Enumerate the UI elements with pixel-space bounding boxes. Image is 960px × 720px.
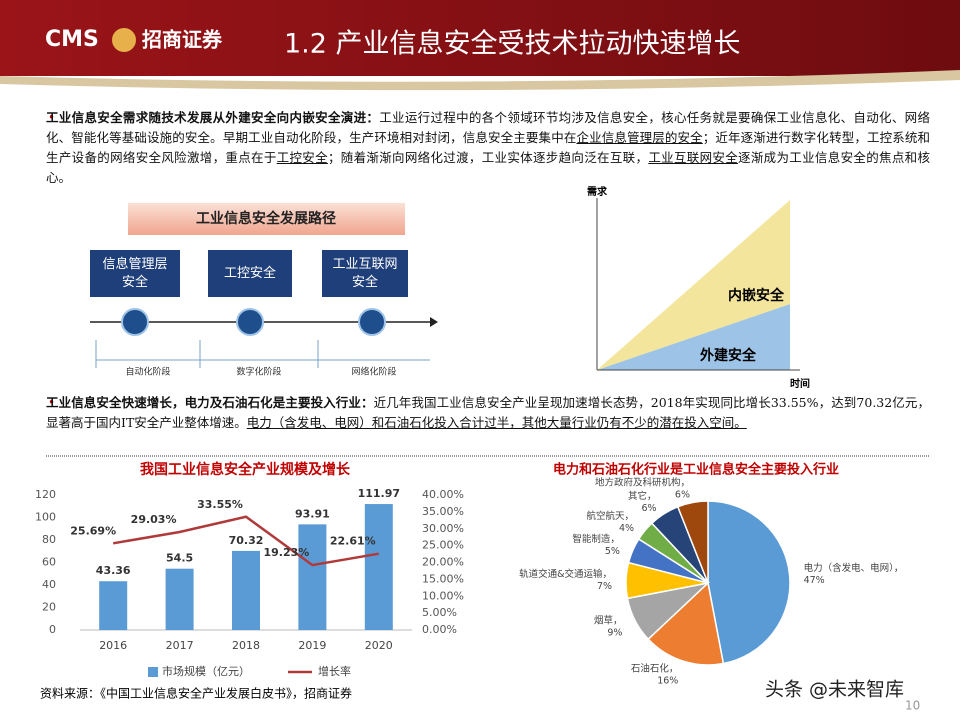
lead: 工业信息安全需求随技术发展从外建安全向内嵌安全演进： (46, 110, 380, 125)
y2-tick-label: 35.00% (422, 505, 464, 518)
underlined-text: 企业信息管理层的安全 (576, 130, 703, 145)
y2-tick-label: 10.00% (422, 589, 464, 602)
area-label: 外建安全 (700, 347, 757, 364)
underlined-text: 工控安全 (276, 150, 328, 165)
x-tick-label: 2017 (166, 639, 194, 652)
slice-label: 其它， 6% (628, 489, 657, 513)
slice-label: 石油石化， 16% (631, 662, 679, 686)
slice-label: 烟草， 9% (594, 614, 623, 638)
y-tick-label: 60 (42, 556, 56, 569)
paragraph: 工业信息安全快速增长，电力及石油石化是主要投入行业：近几年我国工业信息安全产业呈… (46, 393, 930, 433)
bar (232, 550, 260, 630)
axis-label: 时间 (790, 377, 810, 390)
pie-slice (676, 500, 709, 584)
data-label: 43.36 (96, 564, 131, 577)
header-rule (0, 70, 960, 91)
y2-tick-label: 20.00% (422, 556, 464, 569)
underlined-text: 电力（含发电、电网）和石油石化投入合计过半，其他大量行业仍有不少的潜在投入空间。 (246, 415, 747, 430)
stage-label: 工业互联网安全 (332, 257, 397, 290)
bar (165, 568, 194, 630)
y-tick-label: 120 (35, 488, 56, 501)
path-title: 工业信息安全发展路径 (196, 210, 336, 227)
paragraph: 工业信息安全需求随技术发展从外建安全向内嵌安全演进：工业运行过程中的各个领域环节… (46, 108, 930, 188)
x-tick-label: 2018 (232, 639, 260, 652)
slice-label: 轨道交通&交通运输， 7% (519, 567, 612, 591)
y2-tick-label: 0.00% (422, 623, 457, 636)
stage-label: 信息管理层安全 (102, 256, 167, 290)
brand: 招商证券 (142, 28, 223, 52)
y-tick-label: 20 (42, 601, 56, 614)
data-label: 70.32 (229, 534, 264, 547)
slide-title: 1.2 产业信息安全受技术拉动快速增长 (284, 29, 741, 60)
stage-label: 工控安全 (224, 265, 276, 281)
watermark: 头条 @未来智库 (765, 679, 904, 701)
text: ；随着渐渐向网络化过渡，工业实体逐步趋向泛在互联， (327, 150, 649, 165)
underlined-text: 工业互联网安全 (648, 150, 739, 165)
lead: 工业信息安全快速增长，电力及石油石化是主要投入行业： (46, 395, 374, 410)
y2-tick-label: 25.00% (422, 539, 464, 552)
growth-label: 25.69% (70, 524, 116, 537)
text: 近几年我国工业信息安全产业呈现加速增长态势，2018年实现同比增长33.55%，… (46, 395, 930, 430)
growth-label: 22.61% (330, 535, 376, 548)
y-tick-label: 80 (42, 533, 56, 546)
legend-label: 市场规模（亿元） (162, 664, 250, 678)
stage-box (208, 250, 292, 297)
timeline-arrow (430, 317, 438, 327)
bar (99, 581, 128, 630)
growth-label: 33.55% (197, 498, 243, 511)
data-label: 54.5 (166, 552, 193, 565)
y2-tick-label: 5.00% (422, 606, 457, 619)
growth-label: 19.23% (263, 546, 309, 559)
pie-slice (647, 581, 725, 666)
data-label: 93.91 (295, 507, 330, 520)
y-tick-label: 40 (42, 578, 56, 591)
logo: CMS (45, 27, 99, 52)
y2-tick-label: 15.00% (422, 572, 464, 585)
stage-box (322, 250, 408, 297)
header-band (0, 0, 960, 76)
y2-tick-label: 30.00% (422, 522, 464, 535)
area-label: 内嵌安全 (728, 287, 785, 304)
x-tick-label: 2016 (99, 639, 127, 652)
phase-label: 自动化阶段 (125, 366, 170, 378)
x-tick-label: 2020 (365, 639, 393, 652)
bar (364, 504, 393, 630)
source: 资料来源：《中国工业信息安全产业发展白皮书》，招商证券 (40, 686, 352, 701)
stage-dot (236, 308, 264, 336)
text: ；近年逐渐进行数字化转型，工控系统和生产设备的网络安全风险激增，重点在于 (46, 130, 930, 165)
phase-label: 网络化阶段 (351, 366, 396, 378)
bar (298, 524, 327, 630)
pie-slice (707, 500, 791, 665)
text: 工业运行过程中的各个领域环节均涉及信息安全，核心任务就是要确保工业信息化、自动化… (46, 110, 930, 145)
legend-label: 增长率 (318, 664, 351, 678)
bullet: • (48, 111, 55, 125)
path-title-box (128, 203, 405, 235)
data-label: 111.97 (358, 487, 400, 500)
y-tick-label: 0 (49, 623, 56, 636)
upper-area (597, 200, 790, 370)
page-number: 10 (905, 699, 920, 713)
logo-icon (112, 28, 136, 52)
stage-dot (121, 308, 149, 336)
legend-swatch (148, 667, 158, 677)
phase-label: 数字化阶段 (236, 366, 281, 378)
chart-title: 我国工业信息安全产业规模及增长 (140, 461, 351, 478)
text: 逐渐成为工业信息安全的焦点和核心。 (46, 150, 930, 185)
x-tick-label: 2019 (298, 639, 326, 652)
stage-box (90, 250, 180, 297)
bullet: • (48, 396, 55, 410)
slice-label: 电力（含发电、电网）， 47% (804, 561, 904, 585)
stage-dot (358, 308, 386, 336)
chart-title: 电力和石油石化行业是工业信息安全主要投入行业 (553, 462, 839, 478)
axis-label: 需求 (587, 185, 608, 198)
growth-label: 29.03% (131, 513, 177, 526)
slice-label: 航空航天， 4% (587, 509, 635, 533)
slice-label: 地方政府及科研机构， 6% (595, 476, 690, 500)
y2-tick-label: 40.00% (422, 488, 464, 501)
slice-label: 智能制造， 5% (572, 532, 620, 556)
y-tick-label: 100 (35, 511, 56, 524)
growth-line (112, 515, 380, 567)
